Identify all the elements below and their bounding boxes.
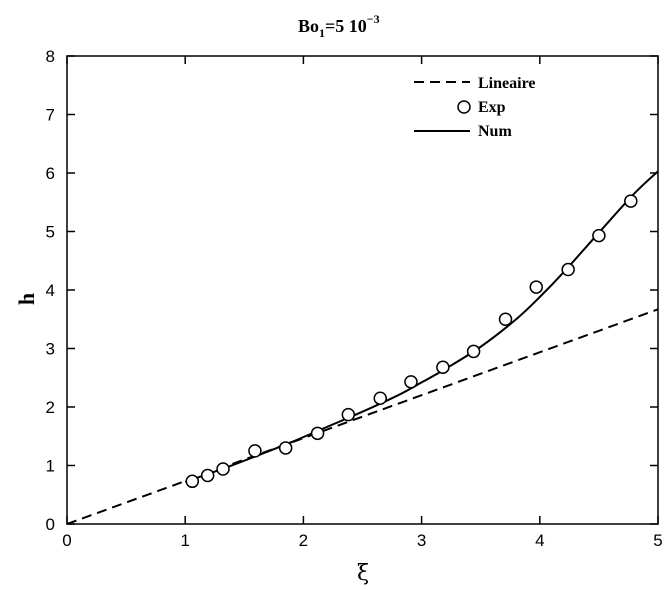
exp-point [404,375,418,389]
legend-label-exp: Exp [478,99,506,116]
title-main: Bo [298,16,319,36]
exp-point [248,444,262,458]
y-tick-label: 4 [46,281,55,300]
exp-point [216,462,230,476]
y-tick-label: 7 [46,106,55,125]
exp-point [341,407,356,422]
series-line-num [184,170,659,483]
legend-label-lineaire: Lineaire [478,75,535,92]
exp-point [436,360,450,374]
series-lineaire [66,308,659,525]
exp-point [498,312,513,326]
exp-point [592,228,606,243]
y-tick-label: 6 [46,164,55,183]
legend-item-num: Num [414,123,512,140]
exp-point [561,262,575,277]
y-tick-label: 3 [46,340,55,359]
chart-title: Bo1=5 10−3 [298,12,380,40]
legend: Lineaire Exp Num [414,75,535,140]
x-tick-label: 0 [62,531,71,550]
legend-item-exp: Exp [457,99,506,116]
x-tick-label: 1 [180,531,189,550]
plot-frame [66,55,659,525]
y-tick-label: 2 [46,398,55,417]
x-tick-label: 4 [535,531,544,550]
title-rest: =5 10 [325,16,367,36]
svg-text:Bo1=5 10−3: Bo1=5 10−3 [298,12,380,40]
title-subscript: 1 [319,26,325,40]
x-tick-labels: 0 1 2 3 4 5 [62,531,662,550]
series-exp [185,194,638,489]
exp-point [529,280,544,294]
exp-point [200,468,215,483]
y-tick-label: 0 [46,515,55,534]
series-line-lineaire [66,308,659,525]
legend-item-lineaire: Lineaire [414,75,535,92]
exp-point [310,426,325,441]
y-tick-label: 8 [46,47,55,66]
exp-point [373,391,387,405]
y-axis-label: h [14,293,39,305]
y-tick-label: 1 [46,457,55,476]
title-superscript: −3 [367,12,380,26]
axis-ticks [66,55,659,525]
y-tick-labels: 0 1 2 3 4 5 6 7 8 [46,47,55,534]
x-tick-label: 2 [299,531,308,550]
legend-label-num: Num [478,123,512,140]
exp-point [278,441,293,455]
legend-swatch-circle [457,100,471,114]
series-num [184,170,659,483]
exp-point [466,344,481,359]
x-tick-label: 3 [417,531,426,550]
x-tick-label: 5 [653,531,662,550]
y-tick-label: 5 [46,223,55,242]
x-axis-label: ξ [357,561,369,586]
exp-point [185,474,200,489]
exp-point [624,194,638,208]
